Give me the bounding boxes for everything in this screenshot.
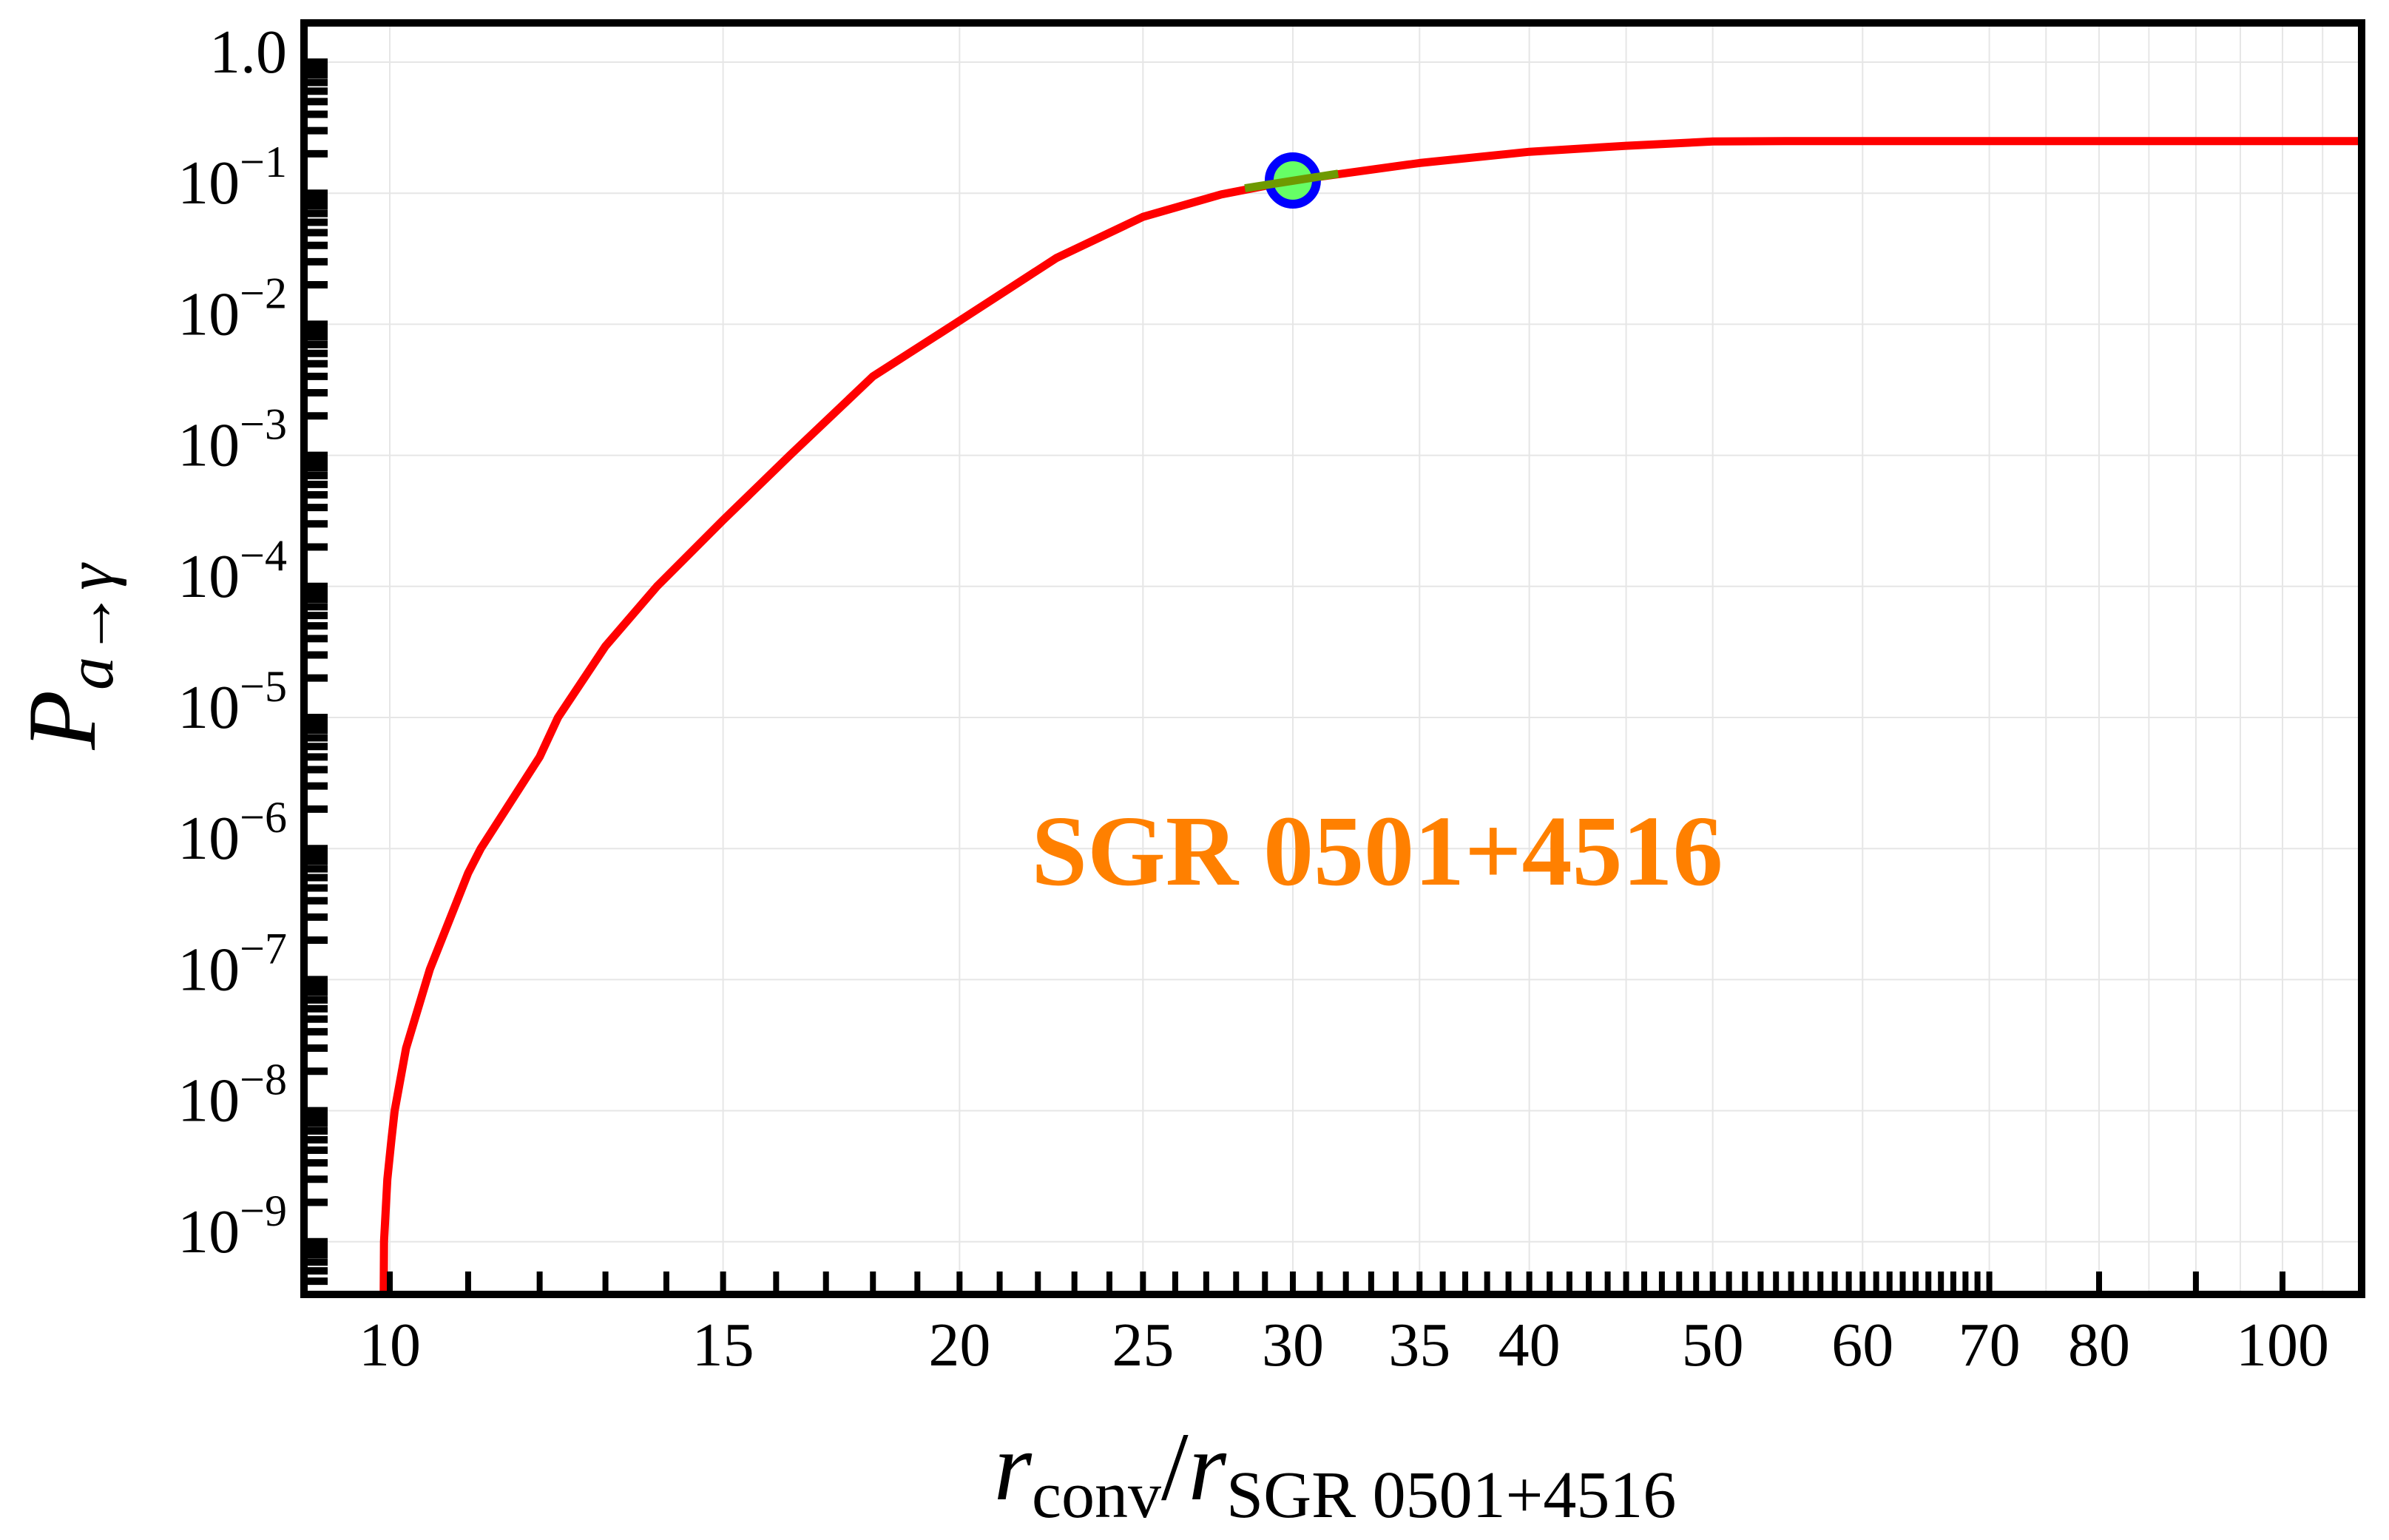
x-tick-label: 25: [1112, 1311, 1174, 1379]
data-series: [379, 137, 2358, 1291]
y-tick-label: 10−1: [178, 138, 287, 217]
y-axis-label: Pa→γ: [7, 562, 127, 751]
x-tick-label: 35: [1388, 1311, 1450, 1379]
grid-lines: [308, 27, 2358, 1291]
x-tick-label: 40: [1498, 1311, 1561, 1379]
y-label-sub: a→γ: [54, 562, 127, 690]
x-tick-label: 10: [359, 1311, 421, 1379]
x-tick-label: 80: [2068, 1311, 2130, 1379]
probability-curve: [379, 137, 2358, 1291]
x-tick-label: 100: [2236, 1311, 2329, 1379]
y-tick-label: 10−4: [178, 531, 287, 611]
y-tick-label: 10−7: [178, 924, 287, 1004]
axis-ticks: [308, 58, 2285, 1291]
x-label-slash: /: [1161, 1412, 1189, 1521]
y-label-p: P: [7, 690, 116, 751]
highlight-marker: [1244, 152, 1339, 209]
x-tick-label: 15: [692, 1311, 754, 1379]
y-tick-label: 10−2: [178, 269, 287, 348]
x-axis-label: rconv/rSGR 0501+4516: [994, 1412, 1677, 1532]
x-tick-label: 60: [1831, 1311, 1893, 1379]
y-tick-labels: 1.0 10−1 10−2 10−3 10−4 10−5 10−6 10−7 10−8 10−9: [178, 18, 287, 1266]
source-annotation: SGR 0501+4516: [1031, 796, 1723, 907]
y-tick-label: 10−3: [178, 400, 287, 480]
marker-curve-overlay: [1244, 169, 1339, 193]
y-tick-label: 1.0: [209, 18, 287, 87]
x-tick-label: 20: [928, 1311, 990, 1379]
x-label-r-denom: r: [1189, 1412, 1227, 1521]
x-label-sub-conv: conv: [1032, 1459, 1161, 1532]
y-tick-label: 10−8: [178, 1056, 287, 1135]
x-tick-label: 70: [1959, 1311, 2021, 1379]
y-tick-label: 10−6: [178, 793, 287, 873]
y-tick-label: 10−9: [178, 1186, 287, 1266]
x-label-sub-source: SGR 0501+4516: [1226, 1459, 1676, 1532]
y-tick-label: 10−5: [178, 662, 287, 742]
x-tick-labels: 10 15 20 25 30 35 40 50 60 70 80 100: [359, 1311, 2329, 1379]
x-label-r: r: [994, 1412, 1033, 1521]
x-tick-label: 50: [1682, 1311, 1744, 1379]
plot-frame: [300, 19, 2365, 1298]
x-tick-label: 30: [1262, 1311, 1324, 1379]
